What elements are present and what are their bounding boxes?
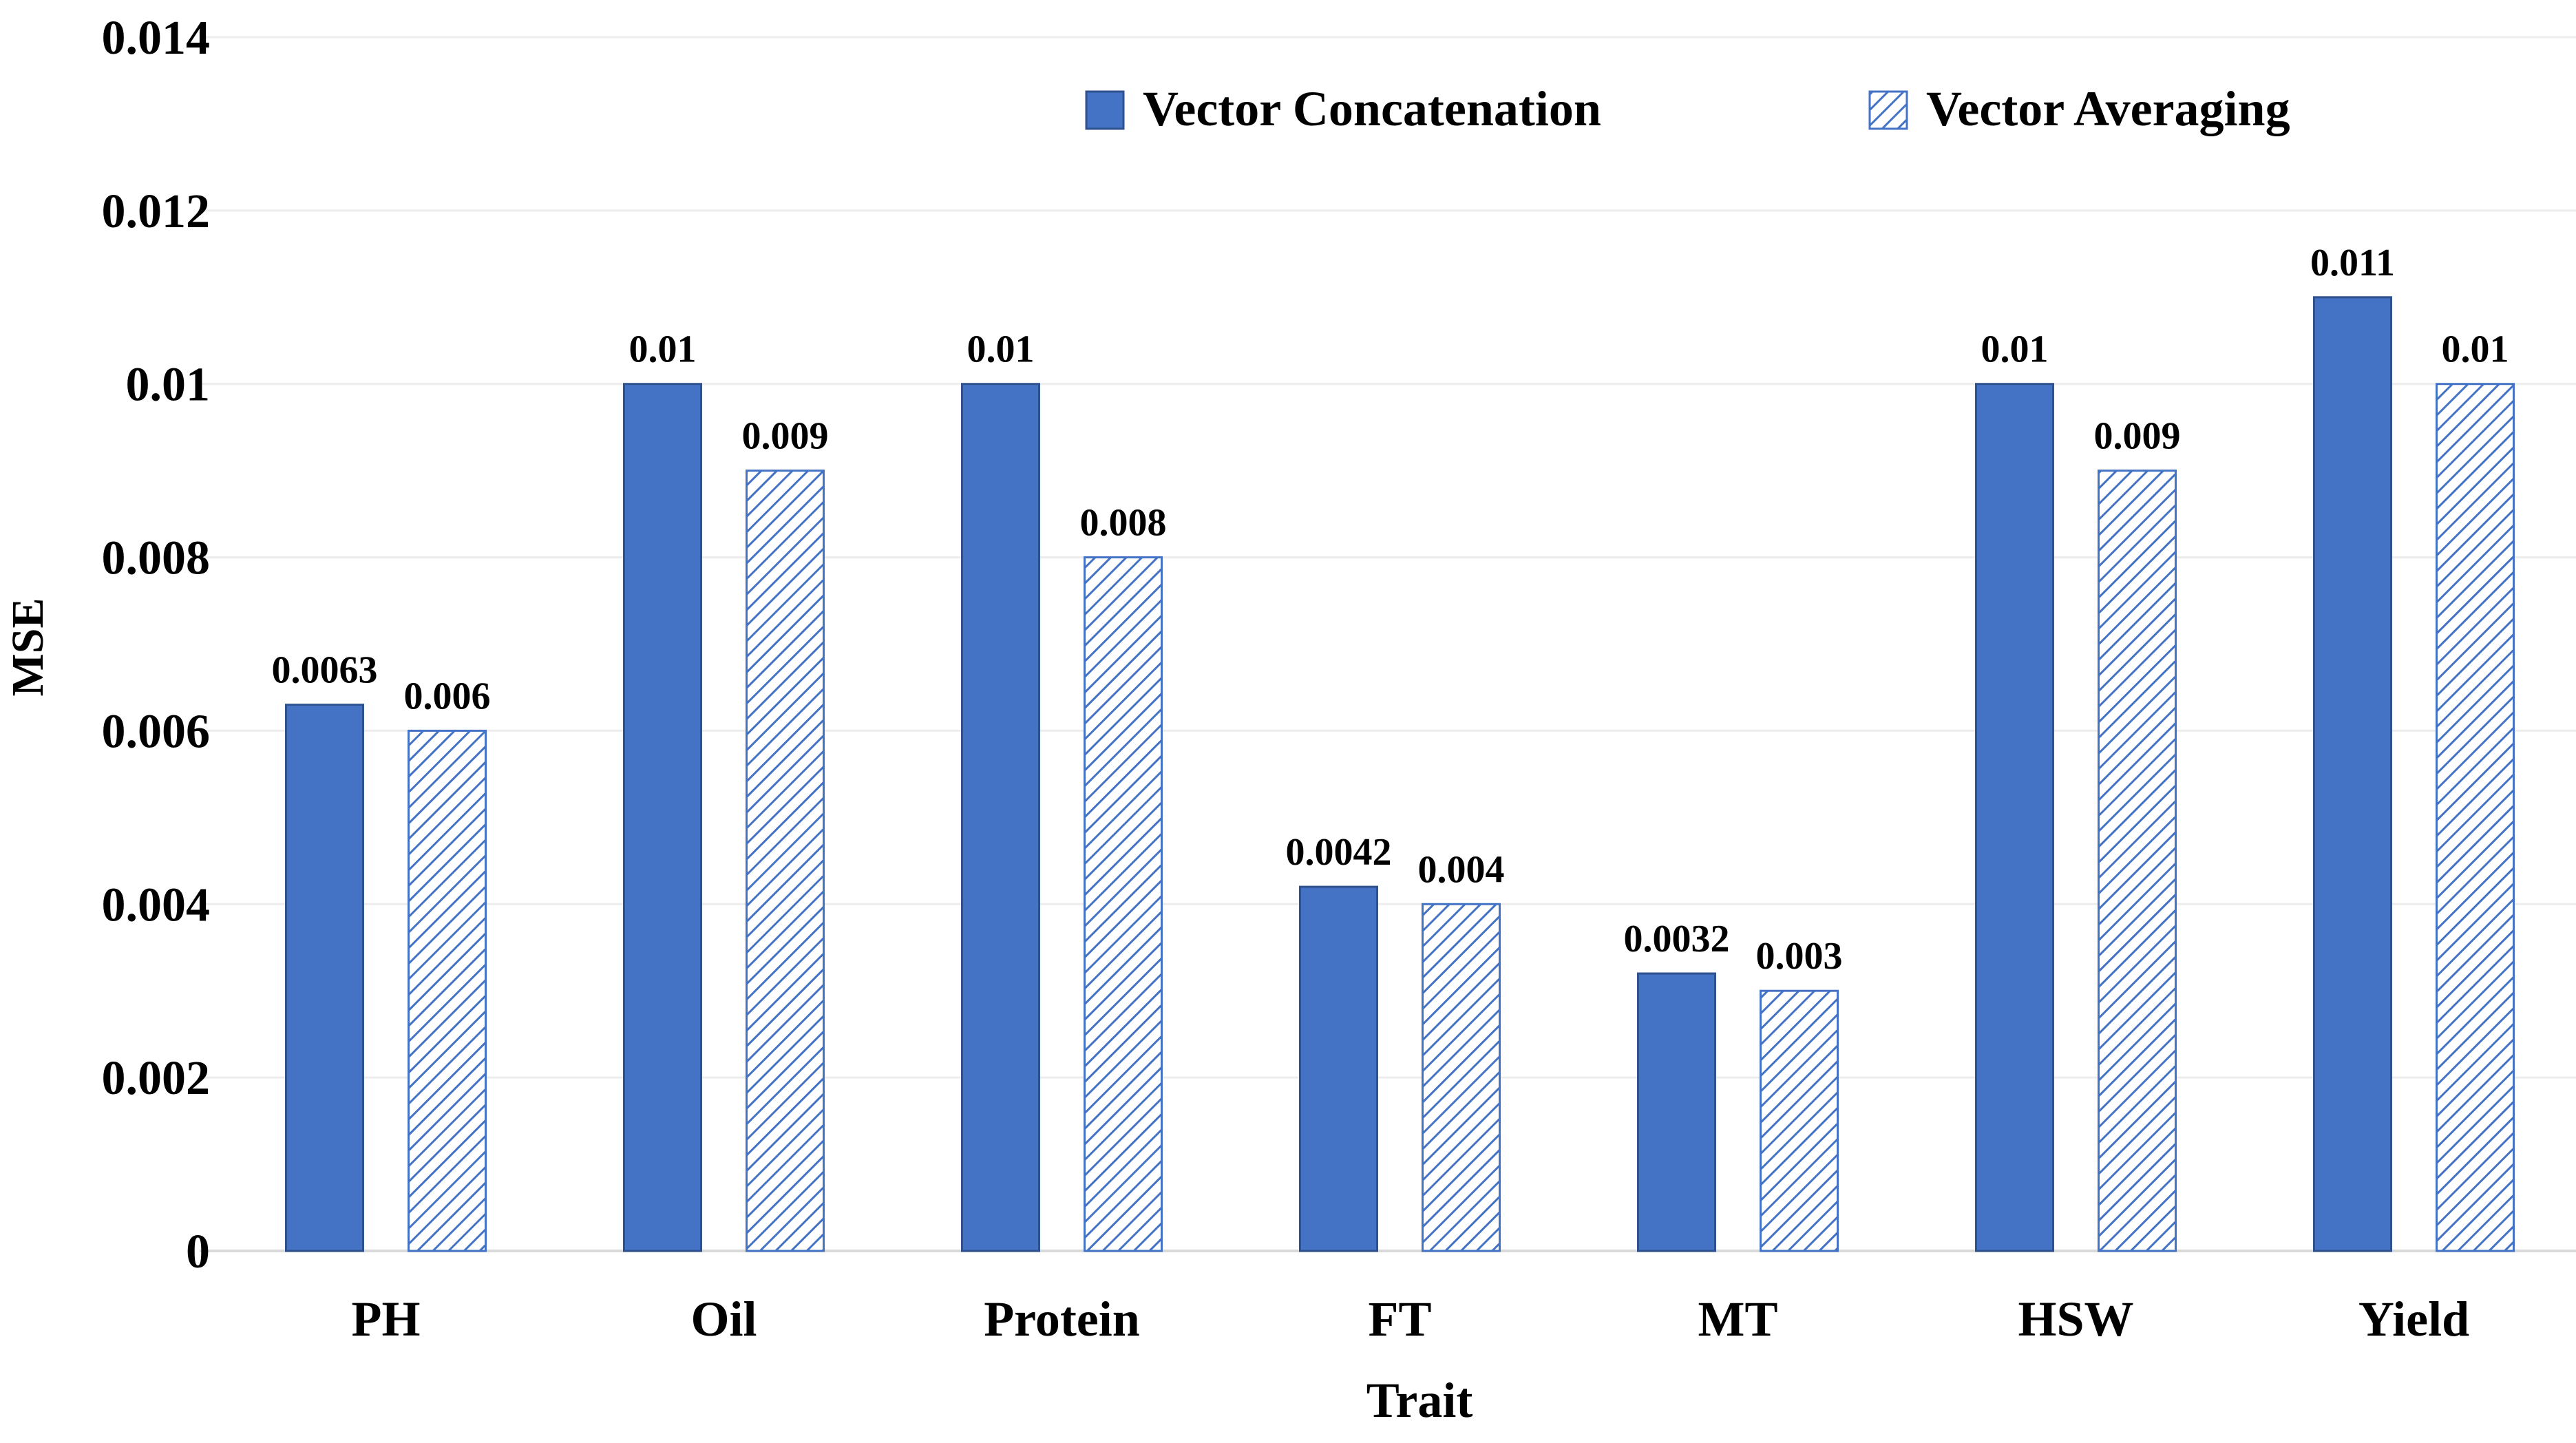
y-tick-label: 0.01 bbox=[126, 359, 211, 412]
bar-vector-averaging-ph bbox=[408, 729, 487, 1252]
bar-vector-averaging-ft bbox=[1422, 903, 1501, 1252]
data-label: 0.008 bbox=[1080, 502, 1167, 545]
data-labels: 0.0063 0.006 0.01 0.009 0.01 0.008 0.0042 0.004… bbox=[272, 242, 2509, 978]
x-tick-label: PH bbox=[352, 1292, 421, 1347]
y-axis-title: MSE bbox=[3, 598, 53, 696]
bar-vector-concatenation-protein bbox=[961, 383, 1040, 1252]
bar-vector-concatenation-hsw bbox=[1975, 383, 2054, 1252]
bar-vector-concatenation-oil bbox=[623, 383, 702, 1252]
bar-vector-concatenation-ft bbox=[1299, 885, 1378, 1252]
legend-label-vector-averaging: Vector Averaging bbox=[1926, 81, 2290, 136]
data-label: 0.01 bbox=[1981, 328, 2049, 371]
bar-vector-averaging-oil bbox=[746, 470, 825, 1252]
bar-vector-averaging-hsw bbox=[2098, 470, 2177, 1252]
data-label: 0.009 bbox=[2094, 415, 2181, 458]
data-label: 0.0032 bbox=[1624, 918, 1730, 960]
data-label: 0.006 bbox=[404, 675, 491, 717]
y-axis-ticks: 0 0.002 0.004 0.006 0.008 0.01 0.012 0.014 bbox=[102, 12, 211, 1278]
data-label: 0.009 bbox=[742, 415, 829, 458]
x-tick-label: Yield bbox=[2358, 1292, 2469, 1347]
x-tick-label: Oil bbox=[690, 1292, 757, 1347]
y-tick-label: 0.008 bbox=[102, 532, 211, 585]
data-label: 0.0042 bbox=[1286, 831, 1392, 874]
data-label: 0.01 bbox=[629, 328, 697, 371]
gridlines bbox=[200, 36, 2576, 1252]
y-tick-label: 0.006 bbox=[102, 705, 211, 758]
x-tick-label: HSW bbox=[2018, 1292, 2133, 1347]
bar-vector-concatenation-ph bbox=[285, 704, 364, 1252]
bar-vector-concatenation-yield bbox=[2313, 296, 2392, 1252]
y-tick-label: 0.012 bbox=[102, 185, 211, 238]
data-label: 0.003 bbox=[1756, 935, 1843, 978]
x-tick-label: MT bbox=[1698, 1292, 1778, 1347]
bar-vector-averaging-yield bbox=[2436, 383, 2515, 1252]
legend-swatch-vector-concatenation bbox=[1085, 90, 1125, 130]
legend-swatch-vector-averaging bbox=[1868, 90, 1908, 130]
bar-vector-concatenation-mt bbox=[1637, 972, 1716, 1252]
data-label: 0.01 bbox=[967, 328, 1035, 371]
data-label: 0.004 bbox=[1418, 848, 1505, 891]
data-label: 0.01 bbox=[2442, 328, 2509, 371]
x-tick-label: FT bbox=[1368, 1292, 1431, 1347]
y-tick-label: 0 bbox=[186, 1225, 210, 1278]
data-label: 0.0063 bbox=[272, 649, 378, 692]
x-axis-title: Trait bbox=[1366, 1373, 1473, 1428]
x-tick-label: Protein bbox=[984, 1292, 1140, 1347]
bar-vector-averaging-mt bbox=[1760, 989, 1839, 1252]
data-label: 0.011 bbox=[2310, 242, 2395, 284]
y-tick-label: 0.002 bbox=[102, 1052, 211, 1105]
bars bbox=[285, 296, 2515, 1252]
y-tick-label: 0.004 bbox=[102, 878, 211, 931]
legend: Vector Concatenation Vector Averaging bbox=[1085, 81, 2290, 136]
legend-label-vector-concatenation: Vector Concatenation bbox=[1143, 81, 1601, 136]
y-tick-label: 0.014 bbox=[102, 12, 211, 65]
x-axis-ticks: PH Oil Protein FT MT HSW Yield bbox=[352, 1292, 2470, 1347]
bar-vector-averaging-protein bbox=[1084, 556, 1163, 1252]
